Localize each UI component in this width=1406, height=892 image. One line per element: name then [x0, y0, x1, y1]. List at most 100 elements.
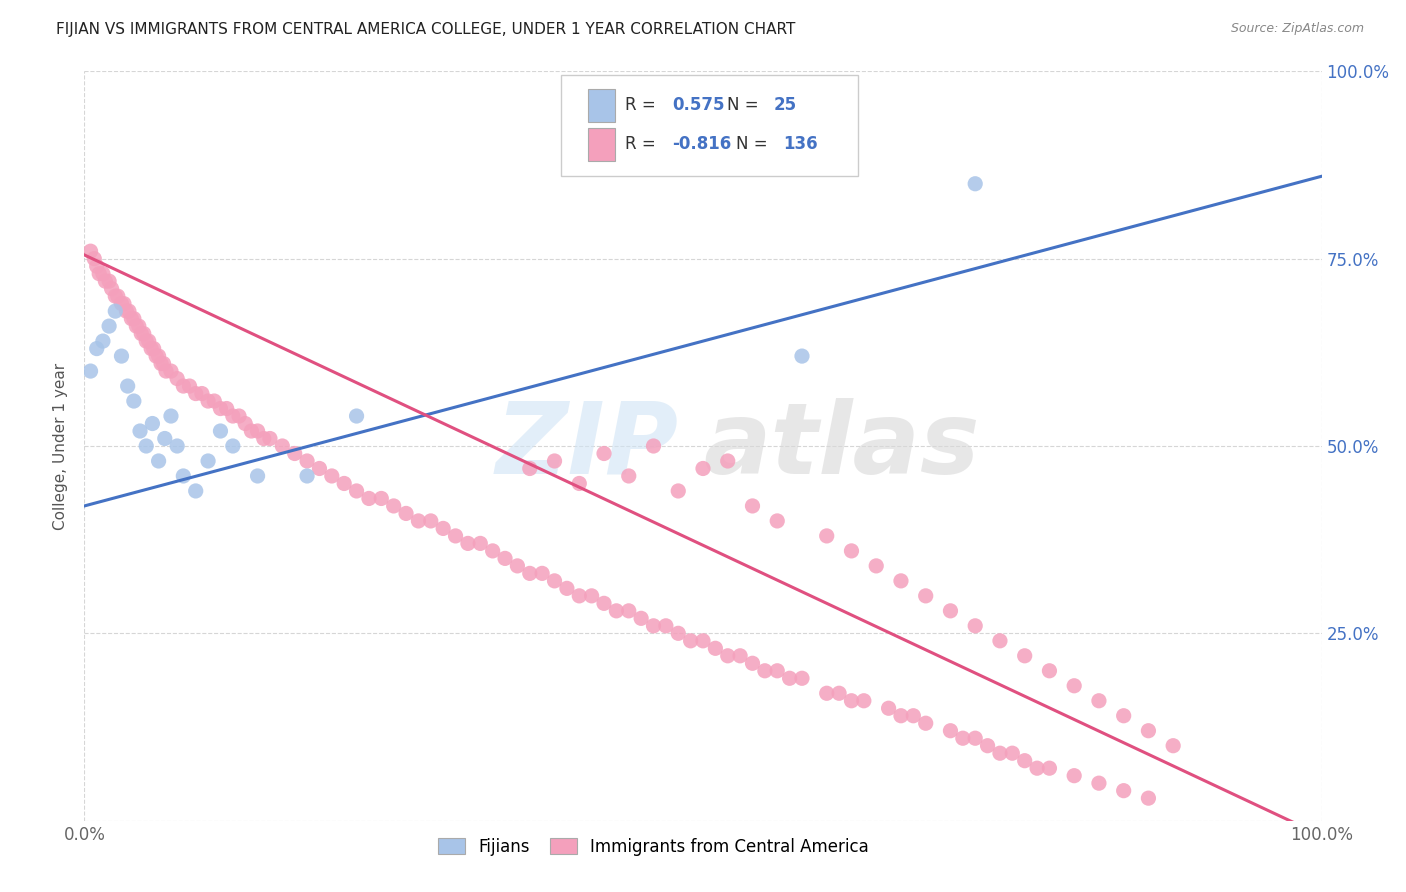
Point — [952, 731, 974, 746]
Point — [1026, 761, 1049, 775]
Point — [271, 439, 294, 453]
Point — [1001, 746, 1024, 760]
Point — [481, 544, 503, 558]
Point — [135, 334, 157, 348]
Point — [370, 491, 392, 506]
Point — [160, 364, 183, 378]
Point — [129, 326, 152, 341]
Point — [666, 626, 689, 640]
Point — [215, 401, 238, 416]
Text: 25: 25 — [773, 96, 797, 114]
Point — [605, 604, 627, 618]
Point — [741, 657, 763, 671]
Point — [160, 409, 183, 423]
Point — [617, 469, 640, 483]
Point — [1063, 679, 1085, 693]
FancyBboxPatch shape — [561, 75, 858, 177]
Point — [890, 574, 912, 588]
Point — [172, 379, 194, 393]
Point — [191, 386, 214, 401]
Point — [197, 394, 219, 409]
FancyBboxPatch shape — [588, 88, 616, 121]
Point — [444, 529, 467, 543]
Point — [166, 439, 188, 453]
Point — [914, 589, 936, 603]
Text: 136: 136 — [783, 135, 818, 153]
Point — [115, 304, 138, 318]
Text: atlas: atlas — [703, 398, 980, 494]
Point — [184, 483, 207, 498]
Point — [766, 664, 789, 678]
Point — [593, 446, 616, 460]
Point — [643, 439, 665, 453]
Point — [118, 304, 141, 318]
Point — [202, 394, 225, 409]
Point — [138, 334, 160, 348]
Point — [852, 694, 875, 708]
Point — [141, 342, 163, 356]
Point — [295, 454, 318, 468]
Point — [382, 499, 405, 513]
Point — [172, 469, 194, 483]
Point — [543, 574, 565, 588]
Point — [965, 177, 987, 191]
Point — [531, 566, 554, 581]
Point — [100, 282, 122, 296]
Text: ZIP: ZIP — [495, 398, 678, 494]
Point — [754, 664, 776, 678]
Point — [457, 536, 479, 550]
Point — [408, 514, 430, 528]
Point — [779, 671, 801, 685]
Point — [1137, 723, 1160, 738]
Point — [295, 469, 318, 483]
Point — [91, 334, 114, 348]
Point — [1038, 761, 1060, 775]
Point — [679, 633, 702, 648]
Point — [717, 454, 740, 468]
Point — [692, 461, 714, 475]
Point — [828, 686, 851, 700]
Point — [704, 641, 727, 656]
Point — [1112, 708, 1135, 723]
Point — [790, 349, 813, 363]
Point — [132, 326, 155, 341]
Point — [135, 439, 157, 453]
Point — [655, 619, 678, 633]
Point — [519, 461, 541, 475]
Point — [86, 342, 108, 356]
Y-axis label: College, Under 1 year: College, Under 1 year — [53, 362, 69, 530]
Point — [209, 401, 232, 416]
Point — [965, 731, 987, 746]
Text: R =: R = — [626, 135, 661, 153]
Point — [152, 357, 174, 371]
Point — [166, 371, 188, 385]
Text: N =: N = — [727, 96, 763, 114]
Text: R =: R = — [626, 96, 661, 114]
Point — [395, 507, 418, 521]
Point — [79, 364, 101, 378]
Point — [432, 521, 454, 535]
Point — [79, 244, 101, 259]
Point — [148, 454, 170, 468]
Point — [98, 274, 121, 288]
Point — [1014, 754, 1036, 768]
Point — [120, 311, 142, 326]
Point — [692, 633, 714, 648]
Point — [259, 432, 281, 446]
Point — [815, 686, 838, 700]
Point — [107, 289, 129, 303]
Text: FIJIAN VS IMMIGRANTS FROM CENTRAL AMERICA COLLEGE, UNDER 1 YEAR CORRELATION CHAR: FIJIAN VS IMMIGRANTS FROM CENTRAL AMERIC… — [56, 22, 796, 37]
Point — [104, 289, 127, 303]
Point — [717, 648, 740, 663]
Text: 0.575: 0.575 — [672, 96, 724, 114]
Point — [155, 364, 177, 378]
Point — [153, 432, 176, 446]
Point — [246, 469, 269, 483]
Text: N =: N = — [737, 135, 773, 153]
Point — [1112, 783, 1135, 797]
Point — [643, 619, 665, 633]
Point — [617, 604, 640, 618]
Point — [741, 499, 763, 513]
Point — [112, 296, 135, 310]
Point — [94, 274, 117, 288]
